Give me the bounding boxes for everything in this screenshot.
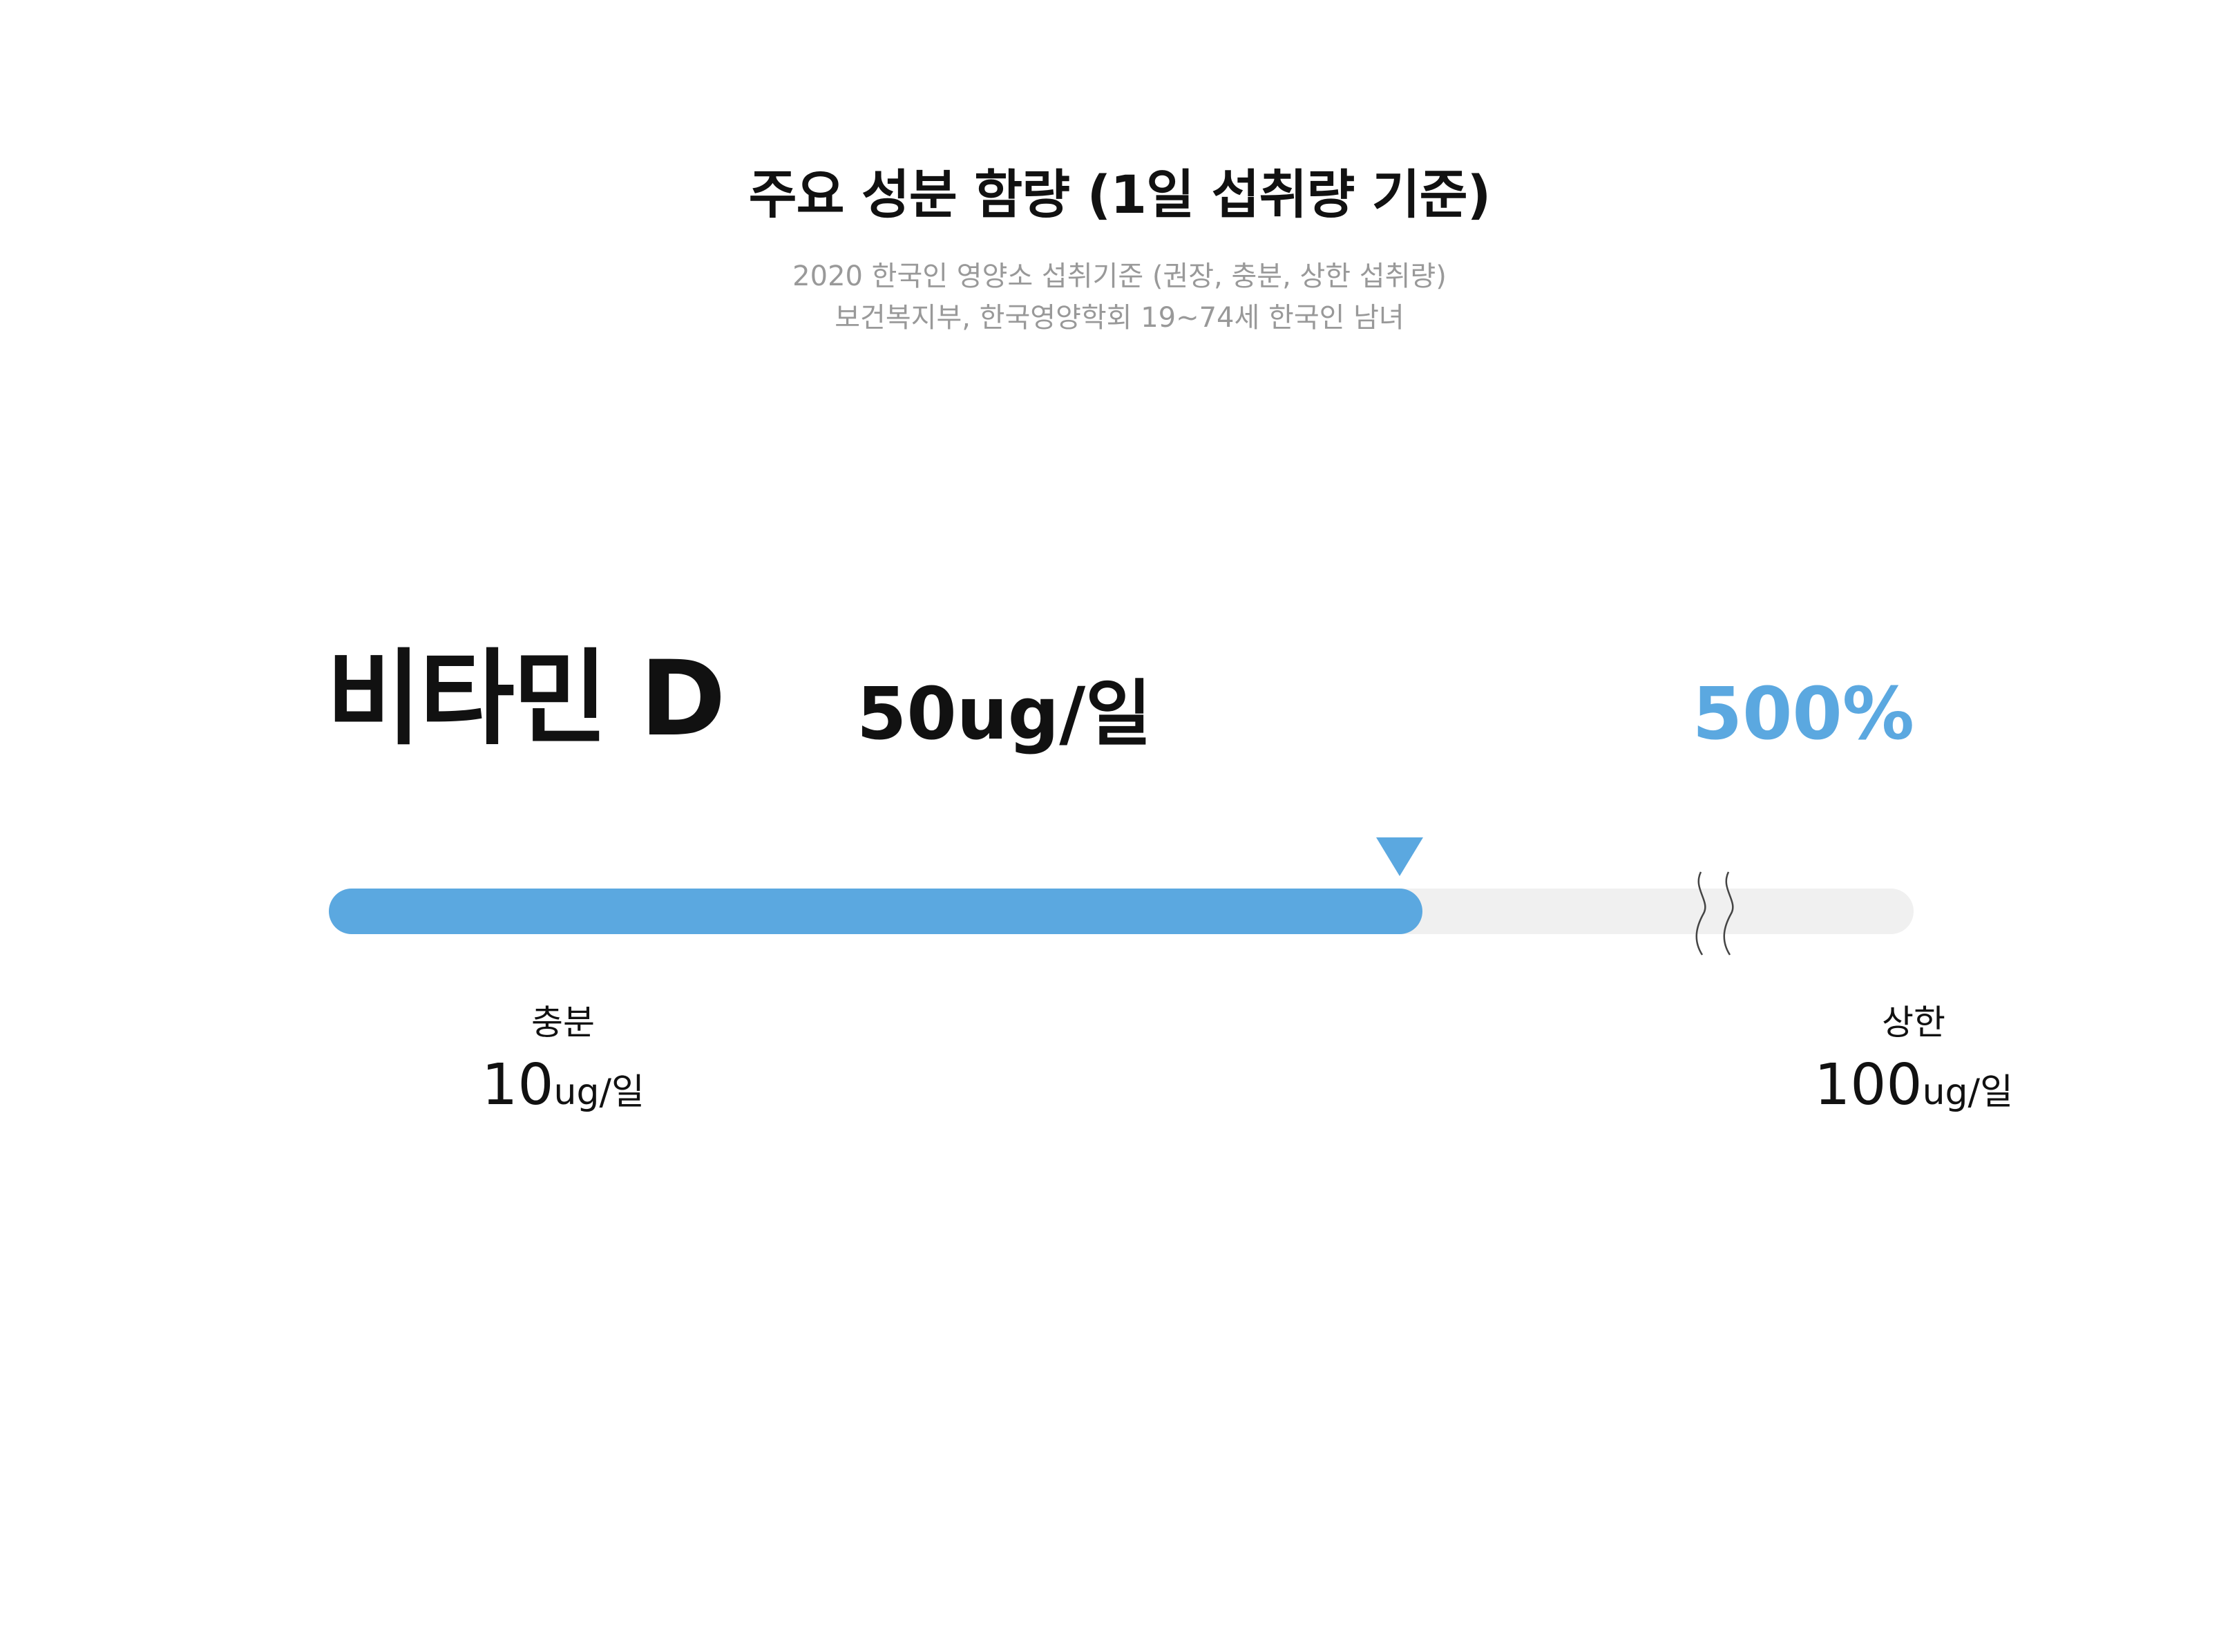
page-title: 주요 성분 함량 (1일 섭취량 기준) [748, 164, 1492, 225]
progress-track [329, 889, 1914, 934]
scale-min-unit: ug/일 [553, 1072, 645, 1113]
progress-fill [329, 889, 1422, 934]
scale-min-value-row: 10ug/일 [425, 1052, 701, 1119]
scale-max-value-row: 100ug/일 [1775, 1052, 2052, 1119]
nutrient-amount: 50ug/일 [857, 672, 1152, 756]
subtitle-line-2: 보건복지부, 한국영양학회 19~74세 한국인 남녀 [835, 302, 1404, 334]
scale-min-label: 충분 10ug/일 [425, 1002, 701, 1119]
scale-max-label: 상한 100ug/일 [1775, 1002, 2052, 1119]
scale-max-value: 100 [1814, 1052, 1923, 1118]
scale-min-caption: 충분 [531, 1003, 595, 1043]
nutrient-percent: 500% [1692, 672, 1914, 756]
scale-max-caption: 상한 [1882, 1003, 1945, 1043]
axis-break-icon [1695, 871, 1734, 956]
subtitle-line-1: 2020 한국인 영양소 섭취기준 (권장, 충분, 상한 섭취량) [792, 260, 1447, 292]
triangle-down-icon [1376, 837, 1423, 876]
scale-max-unit: ug/일 [1922, 1072, 2013, 1113]
scale-min-value: 10 [482, 1052, 554, 1118]
nutrient-name: 비타민 D [326, 639, 726, 759]
